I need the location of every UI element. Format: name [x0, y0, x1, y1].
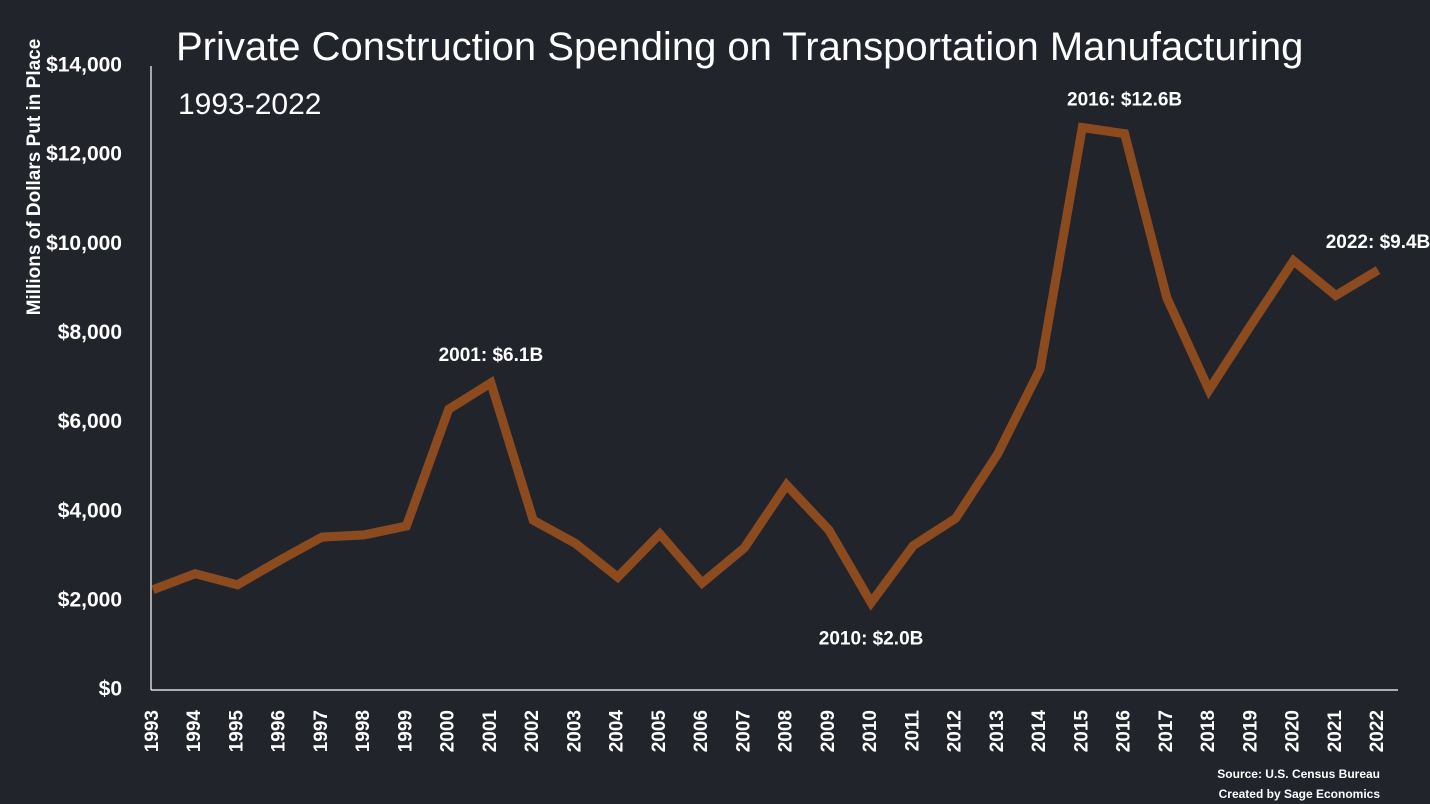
x-tick-label: 1996 [269, 710, 290, 752]
x-tick-label: 1998 [353, 710, 374, 752]
x-tick-label: 2004 [607, 710, 628, 753]
y-tick-label: $2,000 [58, 588, 122, 611]
series-line [151, 122, 1381, 611]
y-tick-label: $6,000 [58, 410, 122, 433]
x-tick-label: 2015 [1071, 710, 1092, 753]
y-tick-label: $8,000 [58, 321, 122, 344]
x-tick-label: 1997 [311, 710, 332, 752]
chart-subtitle: 1993-2022 [178, 88, 321, 121]
x-tick-label: 2010 [860, 710, 881, 752]
data-point-1993 [152, 589, 154, 591]
x-tick-label: 2014 [1029, 710, 1050, 753]
data-point-1995 [237, 584, 238, 586]
x-tick-label: 2017 [1156, 710, 1177, 752]
x-tick-label: 2007 [733, 710, 754, 752]
data-point-2001 [490, 382, 492, 384]
y-axis-label: Millions of Dollars Put in Place [24, 39, 45, 316]
credit-note: Created by Sage Economics [1219, 787, 1381, 801]
data-point-2022 [1377, 269, 1379, 271]
data-point-2006 [701, 582, 703, 584]
x-tick-label: 2013 [987, 710, 1008, 752]
x-tick-label: 2019 [1240, 710, 1261, 752]
data-point-2009 [828, 529, 830, 531]
x-tick-label: 1993 [142, 710, 163, 752]
data-point-2005 [659, 533, 661, 535]
x-tick-label: 2018 [1198, 710, 1219, 752]
data-point-2018 [1208, 389, 1210, 391]
data-point-2019 [1250, 324, 1252, 325]
data-point-2003 [574, 542, 576, 544]
annotation-2022: 2022: $9.4B [1326, 232, 1430, 253]
data-point-2007 [743, 547, 745, 549]
x-tick-label: 2020 [1283, 710, 1304, 752]
data-point-1997 [321, 536, 323, 538]
x-tick-label: 1994 [184, 710, 205, 753]
x-tick-label: 2011 [902, 710, 923, 752]
data-point-2004 [617, 576, 619, 578]
data-point-2008 [786, 484, 788, 486]
data-point-1998 [363, 534, 365, 536]
data-point-2010 [870, 602, 872, 604]
series-group [151, 122, 1381, 611]
x-tick-label: 2009 [818, 710, 839, 752]
x-tick-label: 2012 [945, 710, 966, 752]
x-axis: 1993 1994 1995 1996 1997 1998 1999 2000 2001 2002… [142, 689, 1398, 753]
data-point-1994 [194, 573, 196, 575]
x-tick-label: 1995 [227, 710, 248, 753]
x-tick-label: 2002 [522, 710, 543, 752]
data-point-2002 [532, 519, 534, 521]
x-tick-label: 2021 [1325, 710, 1346, 753]
y-tick-label: $14,000 [46, 54, 122, 77]
x-tick-label: 2016 [1114, 710, 1135, 752]
data-point-2013 [997, 453, 999, 455]
x-tick-label: 2005 [649, 710, 670, 753]
x-tick-label: 2000 [438, 710, 459, 752]
x-tick-label: 2008 [776, 710, 797, 752]
x-tick-label: 1999 [395, 710, 416, 752]
y-tick-label: $10,000 [46, 232, 122, 255]
data-point-2012 [955, 517, 957, 519]
annotation-2016: 2016: $12.6B [1067, 90, 1182, 111]
x-tick-label: 2003 [564, 710, 585, 752]
data-point-2000 [448, 408, 450, 410]
y-axis: $0 $2,000 $4,000 $6,000 $8,000 $10,000 $12,000… [46, 54, 152, 701]
y-tick-label: $0 [99, 678, 122, 701]
data-point-1996 [279, 559, 281, 561]
x-tick-label: 2022 [1367, 710, 1388, 752]
data-point-2020 [1293, 260, 1294, 262]
data-point-1999 [405, 525, 407, 527]
annotation-2001: 2001: $6.1B [439, 345, 544, 366]
y-tick-label: $12,000 [46, 143, 122, 166]
x-tick-label: 2006 [691, 710, 712, 752]
data-point-2014 [1039, 368, 1041, 370]
data-point-2015 [1081, 127, 1083, 128]
data-point-2011 [912, 545, 914, 547]
x-tick-label: 2001 [480, 710, 501, 753]
data-point-2017 [1166, 297, 1168, 299]
annotations: 2001: $6.1B 2010: $2.0B 2016: $12.6B 2022: … [439, 90, 1430, 650]
annotation-2010: 2010: $2.0B [819, 629, 924, 650]
data-point-2021 [1335, 295, 1337, 296]
chart-title: Private Construction Spending on Transpo… [176, 25, 1303, 69]
y-tick-label: $4,000 [58, 499, 122, 522]
data-point-2016 [1124, 133, 1126, 135]
source-note: Source: U.S. Census Bureau [1217, 767, 1380, 781]
